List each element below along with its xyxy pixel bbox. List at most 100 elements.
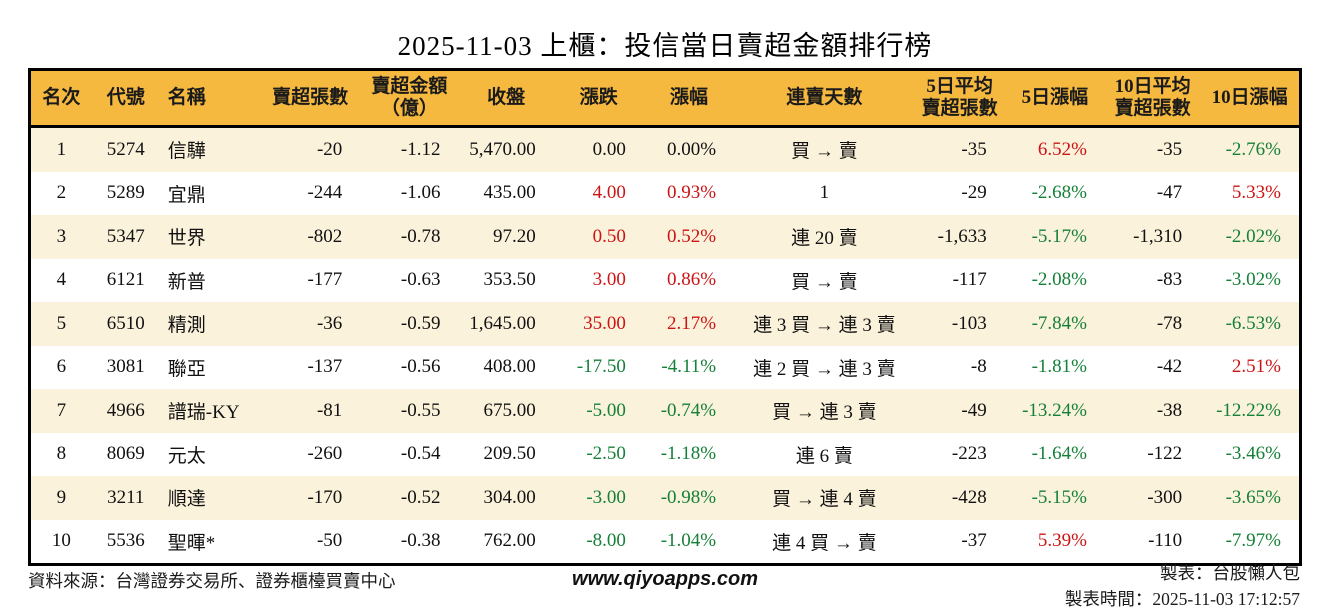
cell-pct10: -3.46% xyxy=(1225,443,1281,465)
cell-avg5_volume: -29 xyxy=(961,182,987,204)
table-row: 2 5289 宜鼎 -244 -1.06 435.00 4.00 0.93% 1 -29 -2.68… xyxy=(29,171,1301,215)
cell-pct10: 5.33% xyxy=(1231,182,1281,204)
cell-code: 5347 xyxy=(106,225,145,247)
cell-change_pct: 0.93% xyxy=(667,182,717,204)
cell-sell_amount: -0.63 xyxy=(400,269,441,291)
cell-close: 353.50 xyxy=(483,269,536,291)
cell-avg10_volume: -78 xyxy=(1156,312,1183,334)
cell-code: 8069 xyxy=(106,443,145,465)
cell-sell_volume: -20 xyxy=(316,138,343,160)
cell-sell_amount: -1.12 xyxy=(400,138,441,160)
cell-change: -17.50 xyxy=(576,356,626,378)
cell-pct5: -2.08% xyxy=(1031,269,1087,291)
cell-change: 35.00 xyxy=(583,312,626,334)
cell-sell_volume: -137 xyxy=(307,356,343,378)
cell-sell_volume: -260 xyxy=(307,443,343,465)
column-header-sell_amount: 賣超金額 （億） xyxy=(360,69,459,128)
cell-rank: 6 xyxy=(56,356,67,378)
cell-change: -8.00 xyxy=(586,530,626,552)
cell-sell_amount: -0.54 xyxy=(400,443,441,465)
cell-change: 0.50 xyxy=(592,225,626,247)
cell-rank: 5 xyxy=(56,312,67,334)
made-timestamp: 製表時間：2025-11-03 17:12:57 xyxy=(1064,589,1300,610)
cell-pct10: -3.02% xyxy=(1225,269,1281,291)
cell-rank: 1 xyxy=(56,138,67,160)
cell-avg5_volume: -103 xyxy=(951,312,987,334)
cell-name: 聖暉* xyxy=(167,532,216,554)
cell-name: 元太 xyxy=(167,445,206,467)
cell-change_pct: 2.17% xyxy=(667,312,717,334)
cell-pct5: -5.17% xyxy=(1031,225,1087,247)
column-header-sell_volume: 賣超張數 xyxy=(260,69,361,128)
column-header-streak: 連賣天數 xyxy=(734,69,915,128)
cell-change_pct: -1.04% xyxy=(660,530,717,552)
cell-rank: 10 xyxy=(51,530,71,552)
table-row: 8 8069 元太 -260 -0.54 209.50 -2.50 -1.18% 連 6 賣 -2… xyxy=(29,432,1301,476)
cell-pct5: -2.68% xyxy=(1031,182,1087,204)
cell-close: 675.00 xyxy=(483,399,536,421)
cell-pct5: 6.52% xyxy=(1037,138,1087,160)
cell-close: 1,645.00 xyxy=(469,312,536,334)
cell-sell_amount: -0.78 xyxy=(400,225,441,247)
column-header-code: 代號 xyxy=(91,69,160,128)
column-header-change: 漲跌 xyxy=(553,69,644,128)
cell-code: 5289 xyxy=(106,182,145,204)
cell-name: 聯亞 xyxy=(167,358,206,380)
cell-avg5_volume: -49 xyxy=(961,399,987,421)
table-row: 10 5536 聖暉* -50 -0.38 762.00 -8.00 -1.04% 連 4 買 … xyxy=(29,519,1301,565)
table-row: 4 6121 新普 -177 -0.63 353.50 3.00 0.86% 買 → 賣 -117… xyxy=(29,258,1301,302)
table-row: 9 3211 順達 -170 -0.52 304.00 -3.00 -0.98% 買 → 連 4… xyxy=(29,476,1301,520)
cell-avg5_volume: -1,633 xyxy=(937,225,987,247)
cell-close: 408.00 xyxy=(483,356,536,378)
cell-rank: 3 xyxy=(56,225,67,247)
maker-credit: 製表：台股懶人包 xyxy=(1160,563,1300,583)
cell-change: -3.00 xyxy=(586,486,626,508)
cell-streak: 買 → 賣 xyxy=(791,141,858,163)
cell-pct10: -6.53% xyxy=(1225,312,1281,334)
cell-code: 6510 xyxy=(106,312,145,334)
cell-avg5_volume: -8 xyxy=(970,356,987,378)
cell-change_pct: -0.74% xyxy=(660,399,717,421)
cell-name: 世界 xyxy=(167,228,206,250)
cell-name: 新普 xyxy=(167,271,206,293)
cell-streak: 連 6 賣 xyxy=(795,445,853,467)
cell-rank: 9 xyxy=(56,486,67,508)
table-header: 名次 代號 名稱 賣超張數 賣超金額 （億） 收盤 漲跌 漲幅 連賣天數 5日平均 賣超張數 5日漲… xyxy=(29,69,1301,128)
cell-close: 97.20 xyxy=(492,225,536,247)
cell-change: 4.00 xyxy=(592,182,626,204)
cell-change_pct: -0.98% xyxy=(660,486,717,508)
cell-change: 0.00 xyxy=(592,138,626,160)
cell-code: 3211 xyxy=(107,486,145,508)
cell-rank: 4 xyxy=(56,269,67,291)
cell-change_pct: -4.11% xyxy=(661,356,717,378)
cell-sell_volume: -177 xyxy=(307,269,343,291)
cell-rank: 7 xyxy=(56,399,67,421)
cell-close: 435.00 xyxy=(483,182,536,204)
cell-avg10_volume: -83 xyxy=(1156,269,1183,291)
cell-sell_amount: -0.55 xyxy=(400,399,441,421)
cell-name: 譜瑞-KY xyxy=(167,402,240,424)
cell-pct10: -12.22% xyxy=(1216,399,1281,421)
cell-pct10: -2.76% xyxy=(1225,138,1281,160)
cell-pct5: -7.84% xyxy=(1031,312,1087,334)
cell-streak: 連 4 買 → 賣 xyxy=(772,532,877,554)
column-header-avg5_volume: 5日平均 賣超張數 xyxy=(914,69,1005,128)
cell-sell_amount: -0.38 xyxy=(400,530,441,552)
page-title: 2025-11-03 上櫃：投信當日賣超金額排行榜 xyxy=(397,31,933,61)
cell-name: 信驊 xyxy=(167,141,206,163)
cell-sell_volume: -36 xyxy=(316,312,343,334)
cell-pct10: -2.02% xyxy=(1225,225,1281,247)
cell-sell_volume: -244 xyxy=(307,182,343,204)
cell-change_pct: 0.00% xyxy=(667,138,717,160)
cell-sell_volume: -81 xyxy=(316,399,343,421)
cell-close: 209.50 xyxy=(483,443,536,465)
cell-sell_amount: -0.59 xyxy=(400,312,441,334)
cell-code: 5274 xyxy=(106,138,145,160)
cell-avg10_volume: -42 xyxy=(1156,356,1183,378)
cell-avg10_volume: -300 xyxy=(1147,486,1183,508)
cell-avg10_volume: -122 xyxy=(1147,443,1183,465)
cell-streak: 連 20 賣 xyxy=(791,228,858,250)
header-row: 名次 代號 名稱 賣超張數 賣超金額 （億） 收盤 漲跌 漲幅 連賣天數 5日平均 賣超張數 5日漲… xyxy=(29,69,1301,128)
column-header-name: 名稱 xyxy=(159,69,261,128)
